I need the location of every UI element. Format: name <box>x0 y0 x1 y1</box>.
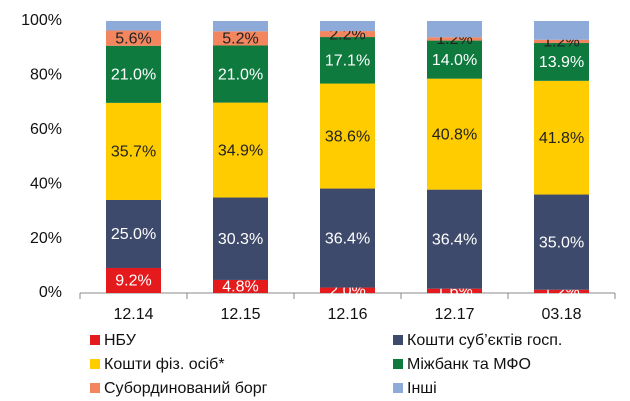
legend-swatch <box>393 359 403 369</box>
data-label: 5.6% <box>115 30 151 47</box>
bar-segment <box>106 102 161 200</box>
data-label: 25.0% <box>111 226 156 243</box>
legend-label: Інші <box>407 380 437 397</box>
bar-segment <box>534 80 589 195</box>
bar-segment <box>427 40 482 79</box>
data-label: 13.9% <box>539 54 584 71</box>
bar-segment <box>106 267 161 293</box>
x-tick-label: 12.17 <box>434 306 474 323</box>
x-tick-label: 12.14 <box>113 306 153 323</box>
legend-swatch <box>393 383 403 393</box>
bar-segment <box>213 197 268 280</box>
data-label: 17.1% <box>325 53 370 70</box>
bar-segment <box>534 43 589 81</box>
y-tick-label: 20% <box>30 230 62 247</box>
data-label: 21.0% <box>111 67 156 84</box>
data-label: 14.0% <box>432 52 477 69</box>
bar-segment <box>213 45 268 103</box>
bar-segment <box>106 199 161 268</box>
legend-label: Кошти суб’єктів госп. <box>407 332 562 349</box>
bar-segment <box>213 31 268 46</box>
bar-segment <box>106 45 161 103</box>
y-tick-label: 60% <box>30 121 62 138</box>
bar-segment <box>534 194 589 290</box>
bar-segment <box>320 21 375 32</box>
data-label: 35.7% <box>111 144 156 161</box>
legend-label: Кошти фіз. осіб* <box>104 356 225 373</box>
bar-segment <box>534 21 589 40</box>
data-label: 41.8% <box>539 130 584 147</box>
data-label: 36.4% <box>432 231 477 248</box>
bar-segment <box>320 31 375 38</box>
data-label: 36.4% <box>325 230 370 247</box>
data-label: 30.3% <box>218 231 263 248</box>
x-tick-label: 12.16 <box>327 306 367 323</box>
legend-swatch <box>90 335 100 345</box>
bar-segment <box>106 30 161 46</box>
bar-segment <box>534 289 589 293</box>
y-tick-label: 0% <box>39 284 62 301</box>
bar-segment <box>320 287 375 293</box>
bar-segment <box>534 39 589 44</box>
legend-swatch <box>90 383 100 393</box>
data-label: 9.2% <box>115 273 151 290</box>
bar-segment <box>213 279 268 293</box>
legend-swatch <box>393 335 403 345</box>
bar-segment <box>427 78 482 190</box>
legend-label: Міжбанк та МФО <box>407 356 531 373</box>
data-label: 4.8% <box>222 279 258 296</box>
data-label: 5.2% <box>222 31 258 48</box>
data-label: 38.6% <box>325 128 370 145</box>
data-label: 40.8% <box>432 126 477 143</box>
bar-segment <box>320 37 375 84</box>
bar-segment <box>427 21 482 38</box>
bar-segment <box>106 21 161 31</box>
y-tick-label: 40% <box>30 175 62 192</box>
x-tick-label: 03.18 <box>541 306 581 323</box>
bar-segment <box>213 21 268 32</box>
y-tick-label: 80% <box>30 67 62 84</box>
bar-segment <box>427 189 482 289</box>
bar-segment <box>427 37 482 41</box>
bar-segment <box>320 83 375 189</box>
bar-segment <box>213 102 268 198</box>
data-label: 21.0% <box>218 66 263 83</box>
x-tick-label: 12.15 <box>220 306 260 323</box>
legend-label: Субординований борг <box>104 380 268 397</box>
bar-segment <box>427 288 482 293</box>
y-tick-label: 100% <box>21 12 62 29</box>
legend-label: НБУ <box>104 332 137 349</box>
data-label: 34.9% <box>218 142 263 159</box>
data-label: 35.0% <box>539 234 584 251</box>
bar-segment <box>320 188 375 288</box>
legend-swatch <box>90 359 100 369</box>
